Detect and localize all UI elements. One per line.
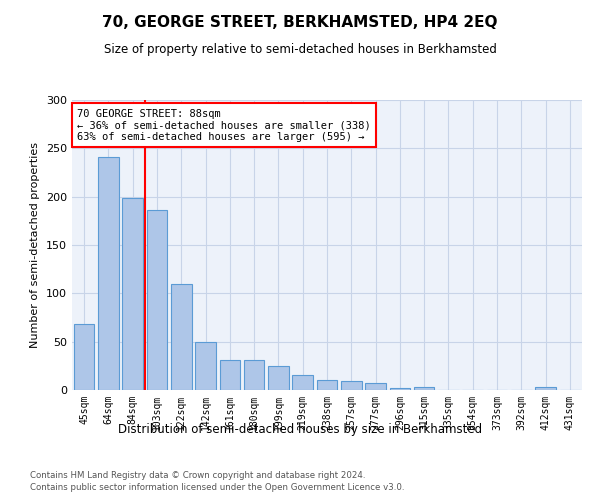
Bar	[292, 374, 313, 390]
Bar	[365, 383, 386, 390]
Bar	[122, 198, 143, 390]
Bar	[414, 387, 434, 390]
Bar	[317, 380, 337, 390]
Y-axis label: Number of semi-detached properties: Number of semi-detached properties	[31, 142, 40, 348]
Bar	[535, 387, 556, 390]
Bar	[389, 388, 410, 390]
Bar	[98, 157, 119, 390]
Bar	[244, 360, 265, 390]
Bar	[268, 366, 289, 390]
Bar	[74, 324, 94, 390]
Text: Contains HM Land Registry data © Crown copyright and database right 2024.: Contains HM Land Registry data © Crown c…	[30, 471, 365, 480]
Text: 70, GEORGE STREET, BERKHAMSTED, HP4 2EQ: 70, GEORGE STREET, BERKHAMSTED, HP4 2EQ	[102, 15, 498, 30]
Text: Size of property relative to semi-detached houses in Berkhamsted: Size of property relative to semi-detach…	[104, 42, 496, 56]
Bar	[195, 342, 216, 390]
Bar	[171, 284, 191, 390]
Bar	[146, 210, 167, 390]
Text: 70 GEORGE STREET: 88sqm
← 36% of semi-detached houses are smaller (338)
63% of s: 70 GEORGE STREET: 88sqm ← 36% of semi-de…	[77, 108, 371, 142]
Text: Distribution of semi-detached houses by size in Berkhamsted: Distribution of semi-detached houses by …	[118, 422, 482, 436]
Bar	[341, 382, 362, 390]
Bar	[220, 360, 240, 390]
Text: Contains public sector information licensed under the Open Government Licence v3: Contains public sector information licen…	[30, 484, 404, 492]
